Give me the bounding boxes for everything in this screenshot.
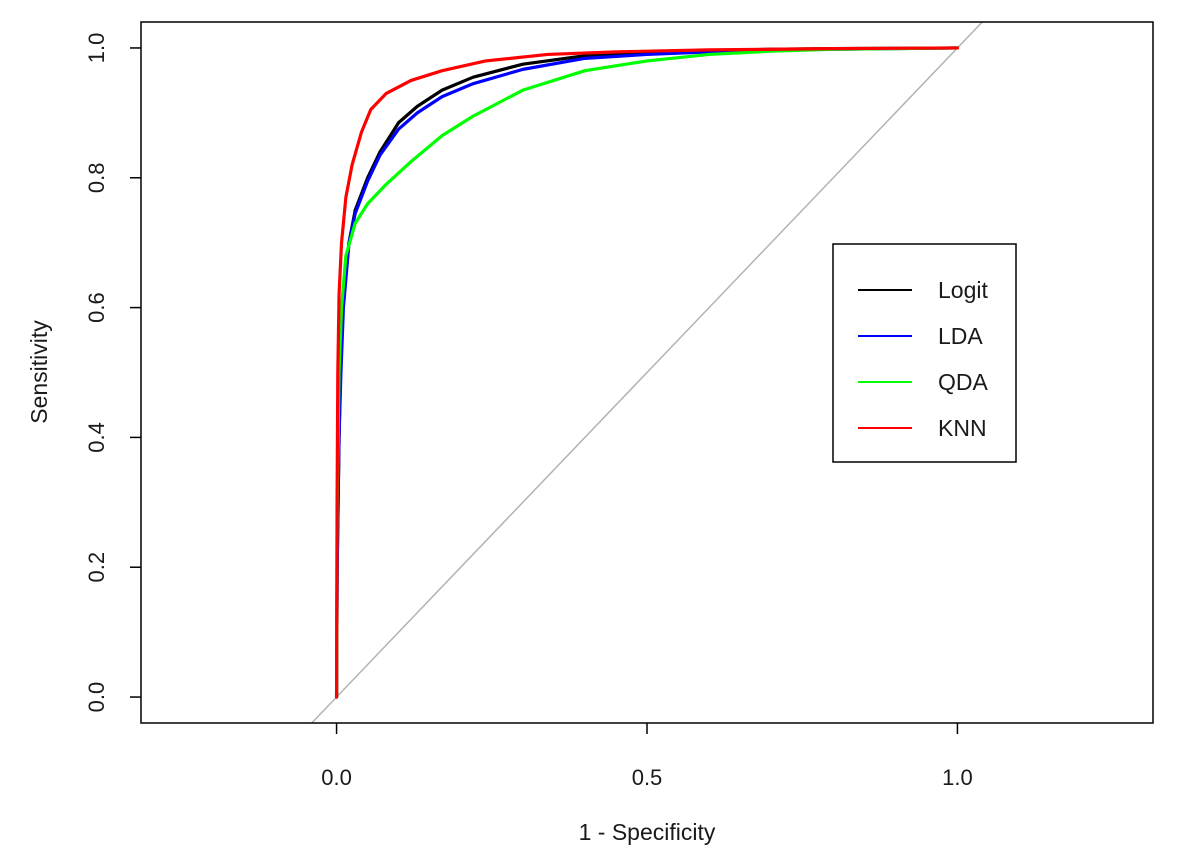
y-tick-label: 0.8 [84,162,109,193]
x-tick-label: 0.0 [321,765,352,790]
x-axis: 0.0 0.5 1.0 [321,723,973,790]
x-tick-label: 0.5 [632,765,663,790]
y-tick-label: 1.0 [84,33,109,64]
x-tick-label: 1.0 [942,765,973,790]
y-axis-title: Sensitivity [26,320,52,424]
y-tick-label: 0.0 [84,682,109,713]
legend-label-lda: LDA [938,323,983,349]
legend-box [832,243,1017,463]
series-line-lda [334,46,960,699]
legend-label-knn: KNN [938,415,987,441]
y-tick-label: 0.2 [84,552,109,583]
x-axis-title: 1 - Specificity [579,819,716,845]
series-line-knn [334,46,960,699]
reference-line-layer [311,22,983,723]
y-axis: 0.0 0.2 0.4 0.6 0.8 1.0 [84,33,141,713]
legend-label-qda: QDA [938,369,989,395]
legend: Logit LDA QDA KNN [832,243,1017,463]
y-tick-label: 0.6 [84,292,109,323]
reference-diagonal-line [311,22,983,723]
series-line-qda [334,46,960,699]
series-layer [334,46,960,699]
legend-label-logit: Logit [938,277,988,303]
y-tick-label: 0.4 [84,422,109,453]
